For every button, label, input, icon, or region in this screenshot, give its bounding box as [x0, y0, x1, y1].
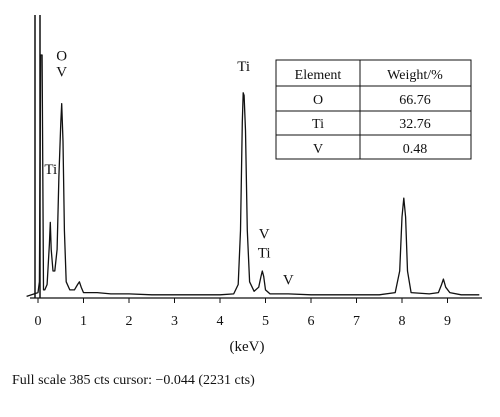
peak-annotation: V: [283, 273, 294, 289]
table-border: [275, 59, 472, 160]
peak-annotation: V: [56, 65, 67, 81]
x-tick-label: 6: [308, 314, 315, 329]
peak-annotation: Ti: [237, 59, 250, 75]
peak-annotation: Ti: [258, 246, 271, 262]
x-axis-label: (keV): [230, 339, 265, 355]
x-tick-label: 0: [35, 314, 42, 329]
x-tick-label: 4: [217, 314, 224, 329]
peak-annotation: Ti: [44, 162, 57, 178]
x-axis-ticks: 0 1 2 3 4 5 6 7 8 9: [35, 298, 451, 329]
table-cell-weight-ti: 32.76: [399, 117, 431, 132]
table-cell-weight-o: 66.76: [399, 93, 431, 108]
x-tick-label: 8: [399, 314, 406, 329]
x-tick-label: 7: [353, 314, 360, 329]
table-header-weight: Weight/%: [387, 68, 443, 83]
x-tick-label: 5: [262, 314, 269, 329]
peak-annotation: O: [56, 48, 67, 64]
composition-table: Element Weight/% O 66.76 Ti 32.76 V 0.48: [275, 59, 472, 160]
x-tick-label: 9: [444, 314, 451, 329]
table-header-element: Element: [295, 68, 342, 83]
x-tick-label: 2: [126, 314, 133, 329]
x-tick-label: 3: [171, 314, 178, 329]
spectrum-line: [26, 54, 480, 298]
table-cell-element-o: O: [313, 93, 323, 108]
table-cell-weight-v: 0.48: [403, 142, 428, 157]
peak-annotation: V: [259, 227, 270, 243]
x-tick-label: 1: [80, 314, 87, 329]
table-cell-element-v: V: [313, 142, 323, 157]
table-cell-element-ti: Ti: [312, 117, 324, 132]
full-scale-cursor-readout: Full scale 385 cts cursor: −0.044 (2231 …: [12, 373, 255, 388]
